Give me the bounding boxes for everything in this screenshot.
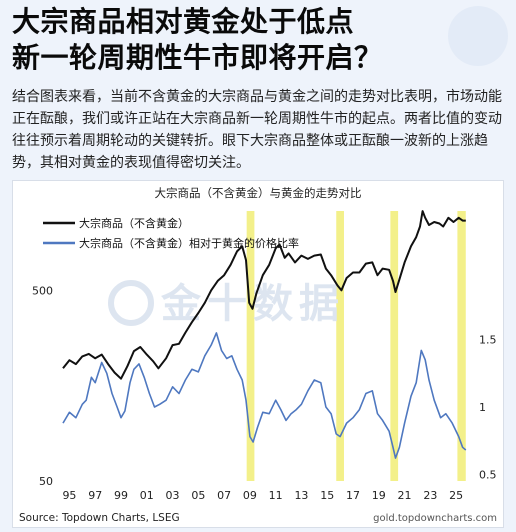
x-tick-label: 95	[62, 489, 76, 502]
x-tick-label: 09	[243, 489, 257, 502]
right-axis-ticks: 1.5 1 0.5	[479, 334, 497, 482]
highlight-band-0	[246, 211, 255, 481]
x-tick-label: 07	[217, 489, 231, 502]
source-label: Source: Topdown Charts, LSEG	[19, 512, 180, 524]
x-tick-label: 15	[320, 489, 334, 502]
x-tick-label: 25	[449, 489, 463, 502]
right-tick-label: 1	[479, 401, 486, 414]
highlight-band-2	[390, 211, 399, 481]
x-tick-label: 21	[398, 489, 412, 502]
right-tick-label: 1.5	[479, 334, 497, 347]
series-line-commodities	[62, 210, 466, 380]
x-tick-label: 01	[140, 489, 154, 502]
left-axis-ticks: 500 50	[32, 284, 53, 488]
x-tick-label: 97	[88, 489, 102, 502]
body-paragraph: 结合图表来看，当前不含黄金的大宗商品与黄金之间的走势对比表明，市场动能正在酝酿，…	[12, 89, 502, 171]
x-tick-label: 05	[191, 489, 205, 502]
x-tick-label: 13	[294, 489, 308, 502]
right-tick-label: 0.5	[479, 468, 497, 481]
highlight-band-3	[457, 211, 466, 481]
title-line-1: 大宗商品相对黄金处于低点	[12, 5, 355, 38]
x-tick-label: 11	[269, 489, 283, 502]
x-tick-label: 03	[166, 489, 180, 502]
watermark: 金十数据	[108, 280, 345, 327]
x-axis-ticks: 95 97 99 01 03 05 07 09 11 13 15 17 19 21 23 25	[62, 489, 463, 502]
x-tick-label: 19	[372, 489, 386, 502]
page-title: 大宗商品相对黄金处于低点 新一轮周期性牛市即将开启？	[12, 4, 482, 76]
chart-title: 大宗商品（不含黄金）与黄金的走势对比	[155, 186, 362, 200]
site-label: gold.topdowncharts.com	[373, 513, 497, 524]
left-tick-label: 500	[32, 284, 53, 297]
series-line-ratio	[62, 332, 467, 459]
watermark-text: 金十数据	[160, 281, 345, 327]
legend-label-commodities: 大宗商品（不含黄金）	[79, 216, 189, 230]
title-line-2: 新一轮周期性牛市即将开启？	[12, 41, 383, 74]
chart-svg: 金十数据 大宗商品（不含黄金）与黄金的走势对比 大宗商品（不含黄金） 大宗商品（…	[19, 186, 497, 524]
left-tick-label: 50	[39, 475, 53, 488]
x-tick-label: 17	[346, 489, 360, 502]
legend-label-ratio: 大宗商品（不含黄金）相对于黄金的价格比率	[79, 236, 299, 250]
highlight-bands	[246, 211, 466, 481]
x-tick-label: 99	[114, 489, 128, 502]
corner-logo-icon	[448, 6, 508, 66]
highlight-band-1	[336, 211, 344, 481]
legend: 大宗商品（不含黄金） 大宗商品（不含黄金）相对于黄金的价格比率	[43, 216, 299, 250]
x-tick-label: 23	[423, 489, 437, 502]
chart-card: 金十数据 大宗商品（不含黄金）与黄金的走势对比 大宗商品（不含黄金） 大宗商品（…	[12, 180, 504, 528]
watermark-logo-icon	[108, 280, 154, 326]
series-lines	[62, 210, 467, 459]
